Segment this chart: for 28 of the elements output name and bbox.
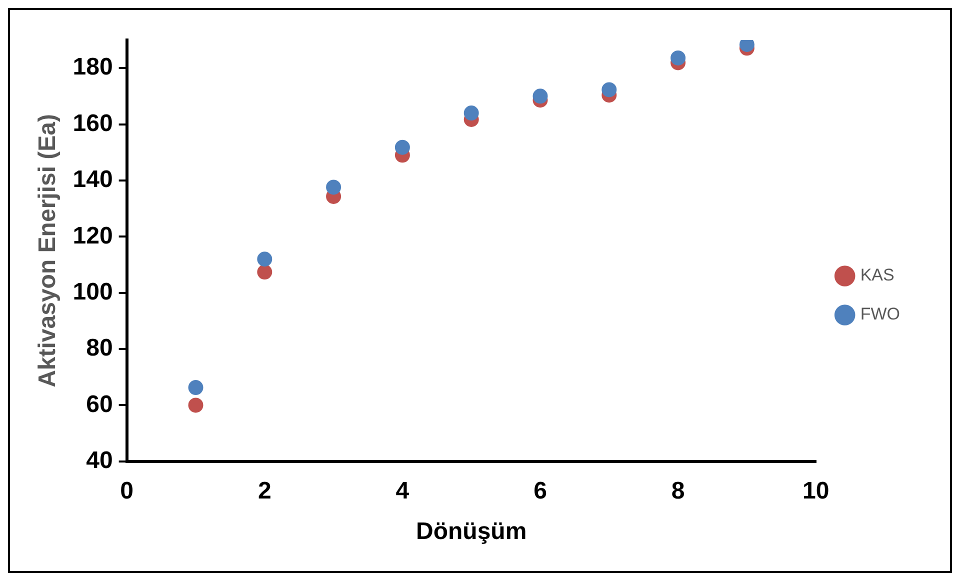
y-tick-label: 180 bbox=[72, 54, 113, 81]
y-tick-label: 100 bbox=[72, 278, 113, 306]
y-tick-label: 160 bbox=[72, 110, 113, 137]
y-axis-title: Aktivasyon Enerjisi (Ea) bbox=[34, 114, 62, 388]
x-tick-label: 10 bbox=[802, 477, 830, 504]
point bbox=[257, 252, 272, 267]
x-axis-title: Dönüşüm bbox=[416, 518, 527, 546]
y-tick-label: 60 bbox=[86, 390, 113, 418]
x-tick-label: 2 bbox=[258, 477, 272, 504]
y-tick-label: 120 bbox=[72, 222, 113, 250]
point bbox=[532, 88, 548, 104]
y-tick-label: 40 bbox=[86, 447, 113, 474]
point bbox=[257, 264, 272, 280]
point bbox=[602, 82, 617, 98]
y-tick-label: 80 bbox=[86, 334, 113, 362]
y-tick-label: 140 bbox=[72, 166, 113, 194]
x-tick-label: 4 bbox=[396, 477, 410, 504]
point bbox=[326, 180, 342, 195]
legend-label: FWO bbox=[860, 304, 900, 324]
x-tick-label: 8 bbox=[671, 477, 685, 504]
legend-label: KAS bbox=[860, 266, 894, 285]
point bbox=[670, 50, 686, 66]
point bbox=[394, 140, 410, 155]
point bbox=[464, 106, 479, 121]
x-tick-label: 6 bbox=[534, 477, 547, 504]
point bbox=[188, 398, 204, 413]
x-tick-label: 0 bbox=[120, 477, 134, 504]
point bbox=[188, 380, 204, 396]
